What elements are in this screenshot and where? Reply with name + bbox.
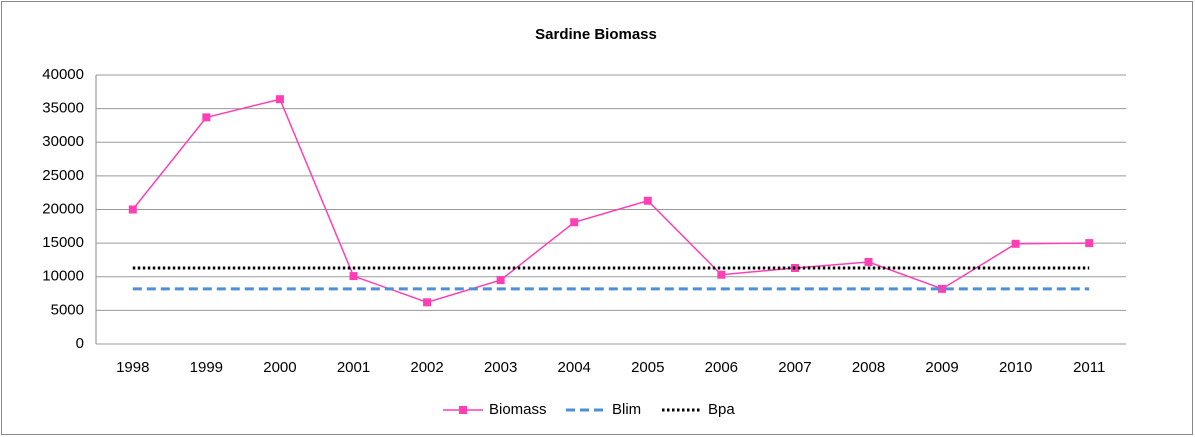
- legend-label: Bpa: [708, 401, 735, 418]
- y-tick-label: 15000: [42, 234, 84, 251]
- data-point: [275, 95, 284, 104]
- y-tick-label: 5000: [51, 301, 84, 318]
- x-tick-label: 2007: [778, 359, 811, 376]
- x-tick-label: 2003: [484, 359, 517, 376]
- legend-label: Blim: [612, 401, 641, 418]
- legend-label: Biomass: [489, 401, 547, 418]
- data-point: [423, 298, 432, 307]
- x-tick-label: 1999: [190, 359, 223, 376]
- x-tick-label: 2009: [925, 359, 958, 376]
- y-tick-label: 0: [76, 335, 84, 352]
- data-point: [570, 218, 579, 227]
- x-tick-label: 2006: [705, 359, 738, 376]
- data-point: [1011, 239, 1020, 248]
- x-tick-label: 2005: [631, 359, 664, 376]
- x-tick-label: 2004: [558, 359, 591, 376]
- series-line: [132, 98, 1090, 304]
- x-tick-label: 2011: [1073, 359, 1105, 376]
- x-tick-label: 1998: [116, 359, 149, 376]
- data-point: [717, 270, 726, 279]
- y-tick-label: 20000: [42, 200, 84, 217]
- x-tick-label: 2002: [410, 359, 443, 376]
- y-tick-label: 25000: [42, 167, 84, 184]
- data-point: [864, 257, 873, 266]
- x-tick-label: 2000: [263, 359, 296, 376]
- data-point: [643, 196, 652, 205]
- data-point: [202, 113, 211, 122]
- x-tick-label: 2010: [999, 359, 1032, 376]
- data-point: [496, 276, 505, 285]
- x-tick-label: 2008: [852, 359, 885, 376]
- chart-title: Sardine Biomass: [535, 26, 657, 43]
- data-point: [349, 272, 358, 281]
- y-tick-label: 10000: [42, 268, 84, 285]
- data-point: [938, 284, 947, 293]
- data-point: [128, 205, 137, 214]
- data-point: [1085, 239, 1094, 248]
- legend-marker: [459, 406, 467, 414]
- y-tick-label: 30000: [42, 133, 84, 150]
- y-tick-label: 40000: [42, 66, 84, 83]
- y-tick-label: 35000: [42, 100, 84, 117]
- x-tick-label: 2001: [337, 359, 370, 376]
